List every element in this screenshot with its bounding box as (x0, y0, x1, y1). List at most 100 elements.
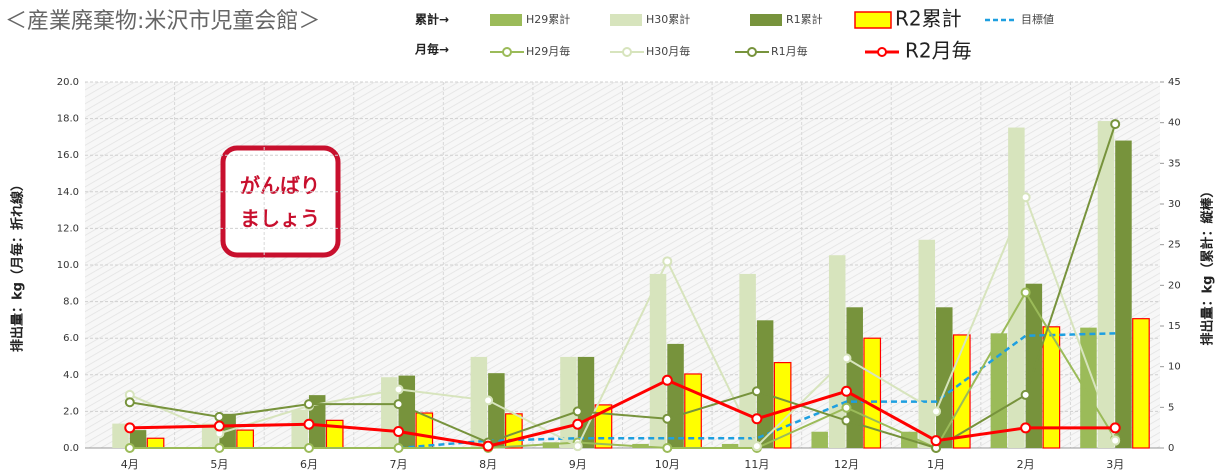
line-marker (841, 415, 852, 426)
bar (756, 320, 774, 448)
line-marker (483, 395, 494, 406)
bar (129, 430, 147, 448)
bar (542, 442, 560, 448)
y-tick-label: 2.0 (63, 406, 79, 417)
y-tick-label: 12.0 (57, 223, 79, 234)
line-marker (393, 399, 404, 410)
bar (649, 273, 667, 448)
y-axis-label: 排出量：kg（月毎：折れ線） (10, 178, 26, 352)
x-tick-label: 2月 (1017, 458, 1035, 471)
line-marker (303, 418, 315, 430)
line-marker (303, 443, 314, 453)
x-tick-label: 9月 (569, 458, 587, 471)
y2-tick-label: 25 (1168, 240, 1181, 251)
y2-tick-label: 15 (1168, 321, 1181, 332)
legend-label: 目標値 (1021, 12, 1054, 26)
legend-label: H30累計 (646, 12, 690, 26)
y2-tick-label: 45 (1168, 77, 1181, 88)
x-tick-label: 1月 (927, 458, 945, 471)
bar (577, 356, 595, 448)
legend-label: H29月毎 (526, 45, 570, 58)
y-tick-label: 14.0 (57, 187, 79, 198)
line-marker (1110, 119, 1121, 130)
bar (201, 423, 219, 448)
legend-heading: 月毎→ (414, 42, 449, 57)
line-marker (1020, 192, 1031, 203)
line-marker (841, 353, 852, 364)
legend-swatch (750, 14, 782, 26)
legend-swatch (490, 14, 522, 26)
y2-tick-label: 30 (1168, 199, 1181, 210)
legend-label: R2累計 (895, 7, 962, 31)
bar (721, 443, 739, 448)
line-marker (1020, 422, 1032, 434)
bar (291, 409, 308, 448)
legend-swatch (854, 11, 892, 29)
legend-swatch (502, 47, 512, 57)
line (129, 378, 1116, 448)
legend-swatch (877, 47, 887, 57)
x-tick-label: 7月 (390, 458, 408, 471)
line-marker (572, 406, 583, 417)
y2-tick-label: 40 (1168, 118, 1181, 129)
y2-tick-label: 10 (1168, 362, 1181, 373)
line-marker (840, 385, 852, 397)
legend-label: H30月毎 (646, 45, 690, 58)
bar (1025, 283, 1043, 448)
bar (863, 337, 882, 449)
x-tick-label: 10月 (655, 458, 680, 471)
stamp (220, 145, 341, 258)
bar (470, 356, 488, 448)
bar (1132, 318, 1150, 449)
line-marker (661, 374, 673, 386)
bar (952, 334, 971, 449)
line-marker (124, 397, 135, 408)
y-tick-label: 16.0 (57, 150, 79, 161)
stamp-text: ましょう (240, 207, 320, 231)
line-marker (662, 413, 673, 424)
legend-swatch (747, 47, 757, 57)
line-marker (393, 426, 405, 438)
bar (236, 429, 254, 449)
legend-label: H29累計 (526, 12, 570, 26)
y2-tick-label: 20 (1168, 280, 1181, 291)
bar (1115, 140, 1132, 448)
bar (1097, 121, 1115, 448)
bar (846, 307, 863, 448)
x-tick-label: 6月 (300, 458, 318, 471)
legend-label: R1月毎 (771, 45, 808, 58)
line (129, 290, 1117, 450)
y-tick-label: 4.0 (63, 370, 79, 381)
line-marker (1020, 287, 1031, 298)
line-marker (751, 386, 762, 397)
line (129, 194, 1117, 448)
bar (811, 431, 828, 448)
chart-title: ＜産業廃棄物:米沢市児童会館＞ (5, 9, 320, 34)
line-marker (393, 384, 404, 395)
line-marker (124, 422, 136, 434)
legend-heading: 累計→ (415, 12, 449, 27)
line-marker (572, 441, 583, 452)
legend-swatch (610, 14, 642, 26)
y2-tick-label: 5 (1168, 402, 1174, 413)
line-marker (751, 413, 763, 425)
line-marker (482, 440, 494, 452)
x-tick-label: 8月 (479, 458, 497, 471)
line-marker (572, 418, 584, 430)
x-tick-label: 4月 (121, 458, 139, 471)
line-marker (930, 435, 942, 447)
bar (1080, 327, 1097, 448)
y-tick-label: 8.0 (63, 297, 79, 308)
line-marker (662, 256, 673, 267)
y-tick-label: 6.0 (63, 333, 79, 344)
y-tick-label: 10.0 (57, 260, 79, 271)
x-tick-label: 12月 (834, 458, 859, 471)
stamp-text: がんばり (240, 174, 320, 198)
line-marker (841, 402, 852, 413)
line-marker (213, 420, 225, 432)
line-marker (751, 441, 762, 452)
bar (773, 362, 792, 449)
y-tick-label: 18.0 (57, 114, 79, 125)
x-tick-label: 3月 (1106, 458, 1124, 471)
